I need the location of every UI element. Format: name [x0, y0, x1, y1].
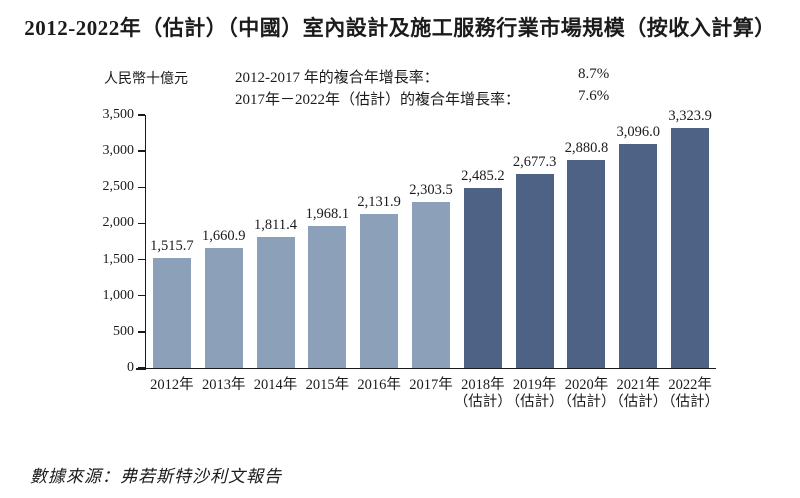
bar-2017	[412, 201, 450, 368]
x-axis-label: 2019年 （估計）	[493, 368, 577, 411]
bar-value-label: 1,968.1	[305, 205, 350, 222]
y-axis-tick-label: 2,500	[102, 179, 135, 195]
x-axis-year: 2019年	[512, 377, 557, 393]
x-axis-estimate-note: （估計）	[557, 394, 616, 410]
bar-value-label: 2,303.5	[409, 181, 453, 198]
x-axis-year: 2021年	[616, 377, 661, 393]
y-axis-tick-label: 0	[127, 360, 134, 375]
y-axis-tick	[137, 150, 145, 152]
bar-2012	[152, 258, 191, 368]
x-axis-estimate-note: （估計）	[505, 394, 564, 410]
x-axis-label: 2016年	[337, 368, 421, 394]
bar-value-label: 1,811.4	[254, 217, 298, 234]
x-axis-label: 2012年	[130, 368, 214, 394]
cagr-label: 2012-2017 年的複合年增長率：	[235, 70, 439, 86]
x-axis-label: 2018年 （估計）	[441, 368, 525, 411]
x-axis-line	[136, 368, 146, 370]
y-axis-tick-label: 3,500	[102, 107, 135, 122]
x-axis-year: 2022年	[668, 377, 712, 393]
cagr-label: 2017年－2022年（估計）的複合年增長率：	[235, 92, 521, 108]
x-axis-estimate-note: （估計）	[609, 394, 668, 410]
bar-value-label: 2,880.8	[564, 139, 609, 156]
bar-2022	[671, 127, 710, 368]
x-axis-year: 2013年	[201, 377, 246, 393]
x-axis-year: 2020年	[564, 377, 609, 393]
bar-value-label: 3,323.9	[668, 107, 712, 124]
y-axis-tick	[137, 258, 145, 261]
chart-title: 2012-2022年（估計）（中國）室內設計及施工服務行業市場規模（按收入計算）	[24, 16, 776, 40]
x-axis-year: 2012年	[150, 377, 194, 393]
x-axis-label: 2020年 （估計）	[544, 368, 628, 411]
bar-2019	[515, 174, 554, 368]
y-axis-tick-label: 1,000	[102, 287, 135, 303]
y-axis-tick	[137, 222, 145, 225]
bar-value-label: 1,515.7	[150, 238, 194, 255]
bar-2014	[256, 237, 295, 368]
bar-value-label: 2,131.9	[357, 193, 401, 210]
y-axis-unit-label: 人民幣十億元	[104, 72, 188, 87]
cagr-value: 7.6%	[578, 88, 610, 104]
cagr-value: 8.7%	[578, 66, 610, 82]
data-source-note: 數據來源：弗若斯特沙利文報告	[30, 467, 282, 486]
x-axis-estimate-note: （估計）	[453, 394, 512, 410]
x-axis-label: 2014年	[234, 368, 318, 394]
x-axis-year: 2016年	[357, 377, 401, 393]
bar-2013	[204, 247, 243, 368]
x-axis-estimate-note: （估計）	[661, 394, 720, 410]
cagr-row-2017-2022: 2017年－2022年（估計）的複合年增長率： 7.6%	[235, 88, 635, 110]
bar-value-label: 3,096.0	[616, 124, 661, 141]
y-axis-tick-label: 3,000	[102, 143, 135, 159]
y-axis-tick	[137, 331, 145, 333]
y-axis-tick	[137, 294, 145, 297]
x-axis-year: 2018年	[461, 377, 505, 393]
bar-2016	[360, 213, 399, 368]
x-axis-label: 2022年 （估計）	[648, 368, 732, 411]
y-axis-tick	[137, 114, 145, 116]
x-axis-label: 2015年	[285, 368, 369, 394]
x-axis-label: 2017年	[389, 368, 473, 394]
y-axis-tick-label: 500	[113, 323, 134, 339]
x-axis-year: 2014年	[253, 377, 298, 393]
bar-2015	[308, 225, 347, 368]
bar-2018	[463, 188, 502, 368]
y-axis-tick-label: 2,000	[102, 215, 135, 231]
y-axis-tick	[137, 186, 145, 189]
bar-value-label: 2,485.2	[461, 168, 505, 185]
bar-chart-plot-area: 0 500 1,000 1,500 2,000 2,500 3,000 3,500 1,515.…	[103, 107, 720, 410]
y-axis-tick	[137, 367, 145, 369]
x-axis-year: 2015年	[305, 377, 350, 393]
cagr-row-2012-2017: 2012-2017 年的複合年增長率： 8.7%	[235, 66, 635, 88]
x-axis-label: 2021年 （估計）	[596, 368, 680, 411]
bar-2020	[567, 159, 606, 368]
y-axis-tick-label: 1,500	[102, 251, 135, 267]
bar-value-label: 2,677.3	[512, 154, 557, 171]
x-axis-label: 2013年	[182, 368, 266, 394]
x-axis-year: 2017年	[409, 377, 453, 393]
bar-2021	[619, 144, 658, 368]
cagr-annotations: 2012-2017 年的複合年增長率： 8.7% 2017年－2022年（估計）…	[235, 66, 635, 110]
bar-value-label: 1,660.9	[201, 227, 246, 244]
